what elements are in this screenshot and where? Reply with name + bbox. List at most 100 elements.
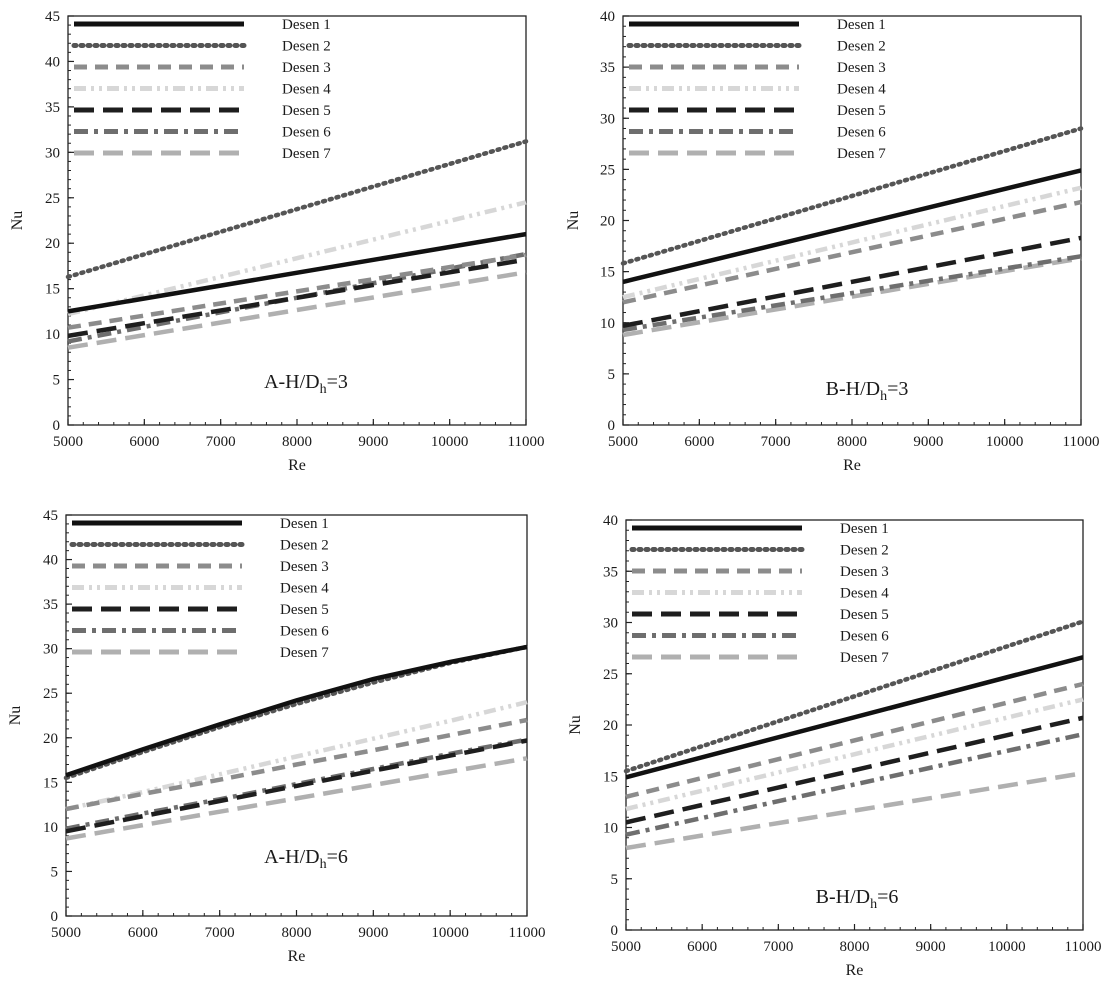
y-tick-label: 15 — [45, 282, 60, 298]
y-tick-label: 10 — [603, 821, 618, 837]
y-tick-label: 5 — [611, 872, 619, 888]
x-tick-label: 6000 — [128, 925, 158, 941]
x-axis-label: Re — [843, 457, 861, 474]
x-tick-label: 9000 — [358, 925, 388, 941]
x-axis-label: Re — [288, 457, 306, 474]
y-tick-label: 30 — [603, 616, 618, 632]
series-line-1 — [622, 168, 1082, 285]
x-tick-label: 11000 — [509, 925, 546, 941]
legend-label-3: Desen 3 — [840, 564, 889, 580]
legend-label-5: Desen 5 — [840, 607, 889, 623]
y-tick-label: 35 — [600, 60, 615, 76]
x-tick-label: 10000 — [988, 939, 1026, 955]
series-line-7 — [67, 270, 527, 350]
y-tick-label: 20 — [600, 214, 615, 230]
legend-label-1: Desen 1 — [282, 17, 331, 33]
legend-label-6: Desen 6 — [837, 125, 886, 141]
legend-label-7: Desen 7 — [280, 645, 329, 661]
legend-label-3: Desen 3 — [837, 60, 886, 76]
x-tick-label: 6000 — [687, 939, 717, 955]
x-tick-label: 6000 — [684, 434, 714, 450]
y-tick-label: 25 — [45, 191, 60, 207]
legend-label-6: Desen 6 — [282, 125, 331, 141]
legend-label-4: Desen 4 — [282, 82, 331, 98]
x-axis-label: Re — [288, 948, 306, 965]
series-line-7 — [622, 256, 1082, 338]
y-tick-label: 10 — [43, 820, 58, 836]
y-tick-label: 5 — [608, 367, 616, 383]
x-tick-label: 11000 — [508, 434, 545, 450]
y-tick-label: 30 — [45, 145, 60, 161]
y-tick-label: 25 — [43, 686, 58, 702]
panel-label: B-H/Dh=3 — [826, 378, 909, 404]
x-tick-label: 8000 — [282, 434, 312, 450]
series-line-6 — [622, 254, 1082, 333]
series-line-5 — [67, 257, 527, 339]
series-line-4 — [65, 699, 528, 812]
y-tick-label: 0 — [51, 909, 59, 925]
legend-label-4: Desen 4 — [837, 82, 886, 98]
series-line-1 — [625, 655, 1084, 780]
chart-panel-4: 5000 6000 7000 8000 9000 10000 11000 0 5 10 15 20 25… — [567, 513, 1101, 979]
series-line-5 — [622, 235, 1082, 329]
legend-label-7: Desen 7 — [840, 650, 889, 666]
legend-label-4: Desen 4 — [840, 586, 889, 602]
x-tick-label: 7000 — [205, 925, 235, 941]
y-tick-label: 25 — [600, 162, 615, 178]
panel-label: B-H/Dh=6 — [816, 886, 899, 912]
series-line-3 — [65, 717, 528, 812]
y-tick-label: 10 — [600, 316, 615, 332]
y-tick-label: 25 — [603, 667, 618, 683]
plot-frame — [625, 519, 1084, 931]
y-tick-label: 40 — [43, 553, 58, 569]
legend-label-3: Desen 3 — [280, 559, 329, 575]
x-tick-label: 5000 — [608, 434, 638, 450]
series-line-7 — [625, 770, 1084, 851]
legend-label-1: Desen 1 — [840, 521, 889, 537]
legend-label-1: Desen 1 — [280, 516, 329, 532]
x-tick-label: 9000 — [916, 939, 946, 955]
series-line-2 — [623, 619, 1086, 774]
chart-panel-3: 5000 6000 7000 8000 9000 10000 11000 0 5 10 15 20 25… — [7, 508, 545, 965]
chart-panel-2: 5000 6000 7000 8000 9000 10000 11000 0 5 10 15 20 25… — [565, 9, 1099, 474]
y-tick-label: 20 — [43, 731, 58, 747]
y-tick-label: 10 — [45, 327, 60, 343]
y-tick-label: 15 — [603, 769, 618, 785]
legend-label-2: Desen 2 — [282, 39, 331, 55]
legend-label-4: Desen 4 — [280, 581, 329, 597]
x-tick-label: 7000 — [763, 939, 793, 955]
y-tick-label: 5 — [51, 864, 59, 880]
y-tick-label: 35 — [43, 597, 58, 613]
legend-label-2: Desen 2 — [837, 39, 886, 55]
series-line-4 — [67, 200, 527, 317]
x-tick-label: 9000 — [913, 434, 943, 450]
legend-label-2: Desen 2 — [840, 543, 889, 559]
series-line-2 — [620, 126, 1084, 266]
y-tick-label: 45 — [43, 508, 58, 524]
y-tick-label: 30 — [43, 642, 58, 658]
series-line-5 — [65, 738, 528, 834]
x-tick-label: 5000 — [51, 925, 81, 941]
legend-label-5: Desen 5 — [837, 103, 886, 119]
x-tick-label: 9000 — [358, 434, 388, 450]
series-line-5 — [625, 715, 1084, 825]
y-axis-label: Nu — [9, 211, 26, 231]
series-line-7 — [65, 756, 528, 841]
x-tick-label: 8000 — [282, 925, 312, 941]
y-axis-label: Nu — [7, 706, 24, 726]
y-tick-label: 0 — [611, 923, 619, 939]
x-tick-label: 11000 — [1063, 434, 1100, 450]
series-line-1 — [67, 231, 527, 314]
legend-label-2: Desen 2 — [280, 538, 329, 554]
legend-label-5: Desen 5 — [280, 602, 329, 618]
y-tick-label: 0 — [53, 418, 61, 434]
legend-label-6: Desen 6 — [280, 624, 329, 640]
x-axis-label: Re — [846, 962, 864, 979]
y-axis-label: Nu — [565, 211, 582, 231]
panel-label: A-H/Dh=3 — [264, 371, 348, 397]
series-line-2 — [65, 139, 529, 280]
y-tick-label: 40 — [600, 9, 615, 25]
plot-frame — [622, 15, 1082, 426]
